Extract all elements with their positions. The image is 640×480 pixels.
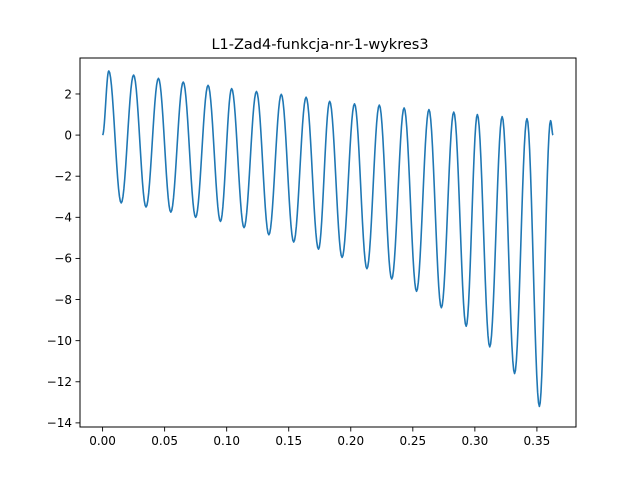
- y-tick-label: −6: [54, 252, 72, 266]
- y-tick-label: −14: [47, 416, 72, 430]
- plot-area: [101, 70, 554, 408]
- x-axis: 0.00 0.05 0.10 0.15 0.20 0.25 0.30 0.35: [89, 427, 550, 448]
- x-tick-label: 0.10: [213, 434, 240, 448]
- y-tick-label: −8: [54, 293, 72, 307]
- x-tick-label: 0.25: [399, 434, 426, 448]
- y-tick-label: −10: [47, 334, 72, 348]
- y-tick-label: 2: [64, 87, 72, 101]
- y-tick-label: 0: [64, 128, 72, 142]
- x-tick-label: 0.05: [151, 434, 178, 448]
- x-tick-label: 0.00: [89, 434, 116, 448]
- y-tick-label: −12: [47, 375, 72, 389]
- y-axis: 2 0 −2 −4 −6 −8 −10 −12 −14: [47, 87, 80, 430]
- y-tick-label: −4: [54, 211, 72, 225]
- x-tick-label: 0.35: [524, 434, 551, 448]
- x-tick-label: 0.30: [462, 434, 489, 448]
- x-tick-label: 0.15: [275, 434, 302, 448]
- axes-frame: [79, 57, 577, 428]
- x-tick-label: 0.20: [337, 434, 364, 448]
- series-line: [101, 70, 554, 408]
- chart-title: L1-Zad4-funkcja-nr-1-wykres3: [211, 37, 428, 53]
- y-tick-label: −2: [54, 170, 72, 184]
